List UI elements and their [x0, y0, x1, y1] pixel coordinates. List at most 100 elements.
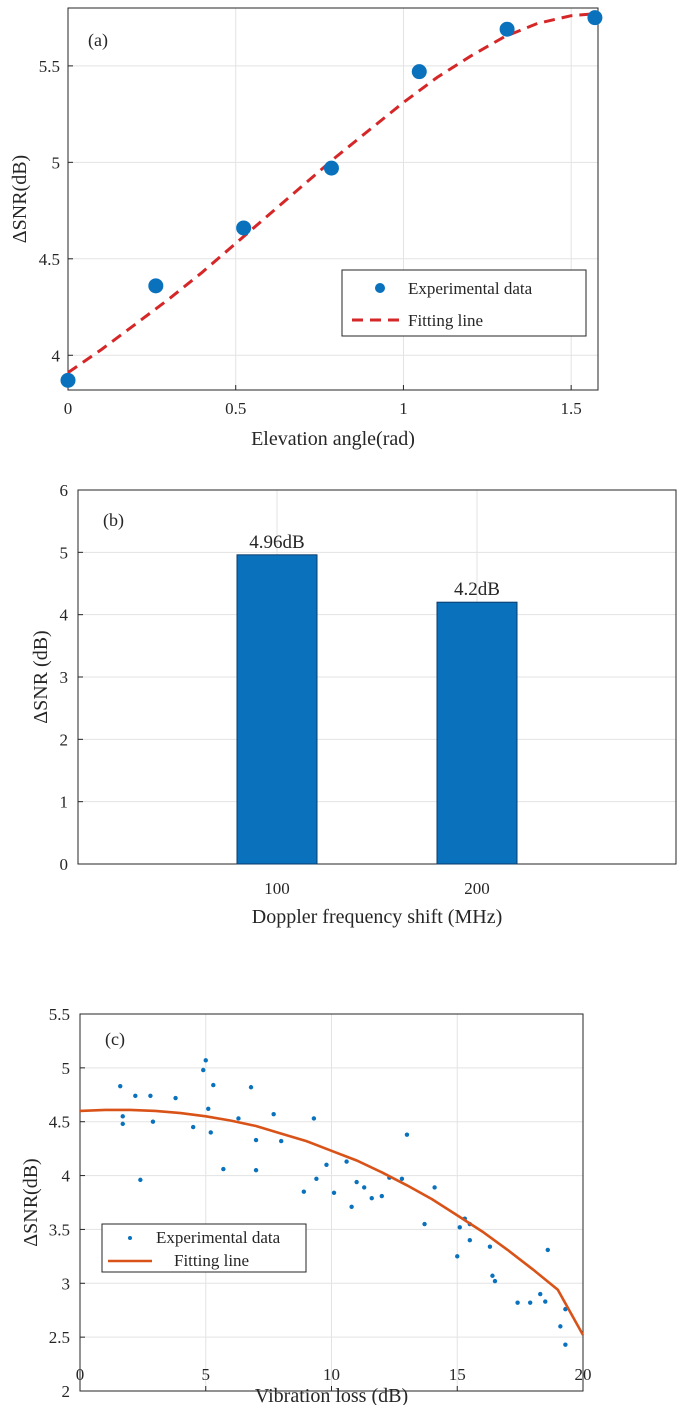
y-tick-label: 4: [60, 606, 69, 625]
y-axis-label: ΔSNR(dB): [20, 1158, 42, 1246]
data-point: [543, 1299, 548, 1304]
x-tick-label: 1.5: [561, 399, 582, 418]
y-tick-label: 3.5: [49, 1220, 70, 1239]
legend-label-experimental: Experimental data: [408, 279, 533, 298]
x-axis-label: Doppler frequency shift (MHz): [252, 906, 502, 928]
legend-marker-experimental: [375, 283, 385, 293]
panel-label: (b): [103, 510, 124, 531]
data-point: [344, 1159, 349, 1164]
x-tick-label: 1: [399, 399, 408, 418]
data-point: [301, 1189, 307, 1194]
data-point: [279, 1138, 284, 1144]
y-axis-label: ΔSNR(dB): [9, 155, 31, 243]
bar: [436, 601, 518, 865]
plot-frame: [79, 1013, 584, 1392]
data-point: [349, 1204, 354, 1210]
y-tick-label: 4: [62, 1167, 71, 1186]
legend-label-fitting: Fitting line: [174, 1251, 249, 1270]
panel-b-bar-chart: 0 1 2 3 4 5 6 100 200 4.96dB 4.2dB (b) Doppler frequ…: [30, 481, 677, 928]
y-tick-label: 5: [52, 153, 61, 172]
data-point: [148, 278, 164, 294]
data-point: [248, 1085, 254, 1090]
data-point: [150, 1119, 156, 1124]
data-point: [314, 1176, 319, 1182]
data-point: [236, 220, 252, 236]
data-point: [190, 1124, 196, 1130]
data-point: [399, 1176, 405, 1182]
data-point: [118, 1083, 123, 1089]
legend: Experimental data Fitting line: [101, 1223, 307, 1273]
y-tick-label: 3: [60, 668, 69, 687]
data-point: [201, 1067, 206, 1073]
y-tick-label: 5: [62, 1059, 71, 1078]
data-point: [538, 1291, 543, 1297]
data-point: [490, 1273, 495, 1278]
legend-label-experimental: Experimental data: [156, 1228, 281, 1247]
x-tick-label: 10: [323, 1365, 340, 1384]
fitting-line: [79, 1108, 585, 1336]
data-point: [432, 1185, 437, 1190]
y-tick-label: 2.5: [49, 1328, 70, 1347]
data-point: [138, 1177, 143, 1183]
x-axis-label: Elevation angle(rad): [251, 428, 415, 450]
bar: [236, 554, 318, 865]
x-tick-label: 0.5: [225, 399, 246, 418]
data-point: [208, 1130, 213, 1135]
data-point: [120, 1121, 125, 1127]
data-point: [563, 1342, 568, 1347]
y-tick-label: 3: [62, 1274, 71, 1293]
data-point: [404, 1132, 410, 1137]
data-point: [515, 1300, 520, 1305]
y-tick-label: 4.5: [39, 250, 60, 269]
x-tick-label: 100: [264, 879, 290, 898]
y-tick-label: 2: [62, 1382, 71, 1401]
data-point: [271, 1111, 276, 1117]
data-point: [203, 1058, 208, 1063]
data-point: [323, 160, 339, 176]
data-point: [331, 1190, 337, 1196]
data-point: [173, 1095, 178, 1101]
plot-frame: [77, 489, 677, 865]
data-point: [563, 1306, 568, 1312]
data-point: [253, 1137, 259, 1143]
legend: Experimental data Fitting line: [341, 269, 587, 337]
data-point: [411, 64, 427, 80]
data-point: [457, 1225, 462, 1230]
panel-label: (c): [105, 1029, 125, 1050]
y-tick-label: 1: [60, 793, 69, 812]
x-axis-label: Vibration loss (dB): [255, 1385, 408, 1405]
legend-label-fitting: Fitting line: [408, 311, 483, 330]
data-point: [206, 1106, 211, 1111]
legend-box: [101, 1223, 307, 1273]
data-point: [422, 1221, 427, 1227]
data-point: [133, 1093, 138, 1099]
data-point: [361, 1185, 367, 1190]
bar-data-label: 4.96dB: [249, 532, 304, 553]
y-tick-label: 6: [60, 481, 69, 500]
data-point: [211, 1082, 216, 1088]
y-tick-label: 5.5: [39, 57, 60, 76]
data-point: [311, 1116, 317, 1121]
data-point: [253, 1167, 259, 1173]
data-point: [455, 1254, 460, 1259]
plot-frame: [67, 7, 599, 391]
data-point: [148, 1093, 153, 1099]
y-tick-label: 5.5: [49, 1005, 70, 1024]
data-point: [324, 1162, 329, 1168]
data-point: [236, 1116, 241, 1121]
data-point: [60, 372, 76, 388]
data-point: [558, 1324, 563, 1329]
data-point: [467, 1238, 473, 1243]
data-point: [379, 1193, 384, 1199]
panel-a-scatter-chart: 0 0.5 1 1.5 4 4.5 5 5.5 (a) Elevation angle(rad) Δ…: [9, 7, 603, 450]
x-tick-label: 0: [64, 399, 73, 418]
data-point: [545, 1247, 550, 1253]
fitting-line: [67, 12, 596, 374]
y-tick-label: 5: [60, 543, 69, 562]
data-point: [354, 1179, 359, 1185]
y-axis-label: ΔSNR (dB): [30, 630, 52, 723]
data-point: [587, 10, 603, 26]
data-point: [487, 1244, 493, 1249]
